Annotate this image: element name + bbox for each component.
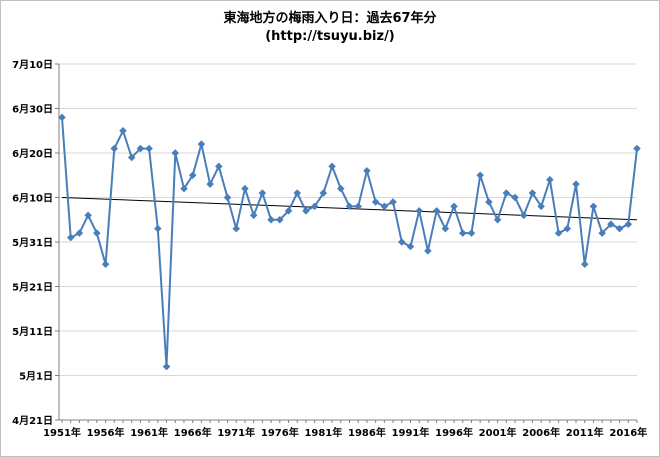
y-tick-label: 6月10日: [12, 193, 53, 205]
data-point: [354, 202, 362, 211]
data-point: [432, 207, 441, 215]
y-tick-label: 6月30日: [12, 104, 53, 116]
data-point: [589, 202, 598, 211]
data-point: [415, 207, 423, 215]
data-point: [580, 260, 589, 269]
data-point: [119, 126, 127, 135]
data-point: [502, 189, 511, 197]
x-axis: 1951年 1956年 1961年 1966年 1971年 1976年 1981年 1986年…: [43, 419, 647, 439]
data-point: [302, 207, 310, 215]
data-point: [345, 202, 354, 211]
data-point: [232, 224, 241, 233]
data-point: [58, 113, 66, 122]
data-point: [572, 180, 580, 188]
data-point: [310, 202, 319, 211]
x-tick-label: 1991年: [392, 426, 430, 439]
y-tick-label: 6月20日: [12, 148, 53, 160]
data-point: [633, 144, 641, 153]
data-points: [58, 113, 641, 371]
data-point: [127, 153, 136, 162]
data-point: [258, 189, 267, 197]
data-point: [624, 220, 633, 228]
data-point: [607, 220, 615, 228]
x-tick-label: 2011年: [566, 426, 604, 439]
gridlines: [59, 63, 637, 421]
x-tick-label: 2006年: [522, 426, 560, 439]
data-point: [84, 211, 92, 220]
data-point: [337, 184, 345, 193]
x-tick-label: 1996年: [435, 426, 473, 439]
data-point: [180, 184, 188, 193]
data-point: [598, 229, 606, 237]
data-point: [380, 202, 389, 211]
data-point: [476, 171, 484, 180]
y-axis: 4月21日 5月1日 5月11日 5月21日 5月31日 6月10日 6月20日 6月30日 7…: [12, 59, 60, 427]
y-tick-label: 5月11日: [12, 326, 53, 338]
x-tick-label: 1971年: [217, 426, 255, 439]
y-tick-label: 4月21日: [12, 415, 53, 427]
data-point: [467, 229, 476, 237]
data-point: [267, 215, 275, 224]
data-point: [145, 144, 153, 153]
x-tick-label: 1976年: [261, 426, 299, 439]
data-point: [319, 189, 328, 197]
chart-title: 東海地方の梅雨入り日：過去67年分: [223, 10, 436, 26]
x-tick-label: 2001年: [479, 426, 517, 439]
data-point: [101, 260, 110, 269]
data-point: [197, 140, 206, 148]
data-point: [511, 193, 519, 202]
data-point: [162, 362, 171, 371]
data-point: [537, 202, 545, 211]
data-point: [485, 198, 493, 206]
data-point: [75, 229, 84, 237]
x-tick-label: 1956年: [87, 426, 125, 439]
data-point: [389, 198, 397, 206]
data-point: [615, 224, 624, 233]
data-point: [450, 202, 458, 211]
data-point: [215, 162, 223, 171]
data-point: [328, 162, 336, 171]
x-tick-label: 1981年: [304, 426, 342, 439]
data-point: [528, 189, 537, 197]
data-point: [493, 215, 502, 224]
x-tick-label: 1951年: [43, 426, 81, 439]
data-point: [519, 211, 528, 220]
x-tick-label: 1986年: [348, 426, 386, 439]
y-tick-label: 5月31日: [12, 237, 53, 249]
data-point: [563, 224, 572, 233]
data-point: [363, 167, 371, 175]
data-point: [554, 229, 563, 237]
data-point: [371, 198, 380, 206]
data-point: [276, 215, 284, 224]
data-point: [458, 229, 467, 237]
data-point: [171, 149, 180, 157]
x-tick-label: 1966年: [174, 426, 212, 439]
data-point: [93, 229, 101, 237]
data-point: [424, 247, 432, 255]
y-tick-label: 5月1日: [19, 371, 53, 383]
data-point: [241, 184, 249, 193]
data-point: [223, 193, 232, 202]
data-point: [398, 238, 406, 246]
data-point: [546, 175, 554, 184]
data-point: [441, 224, 450, 233]
data-point: [110, 144, 119, 153]
data-point: [293, 189, 301, 197]
chart-subtitle: (http://tsuyu.biz/): [265, 29, 395, 44]
y-tick-label: 7月10日: [12, 59, 53, 71]
data-point: [188, 171, 197, 180]
data-point: [154, 224, 162, 233]
data-point: [249, 211, 258, 220]
x-tick-label: 1961年: [130, 426, 168, 439]
x-tick-label: 2016年: [609, 426, 647, 439]
y-tick-label: 5月21日: [12, 282, 53, 294]
data-point: [206, 180, 214, 188]
data-point: [136, 144, 145, 153]
data-point: [284, 207, 293, 215]
data-point: [66, 233, 75, 242]
data-point: [406, 242, 415, 251]
